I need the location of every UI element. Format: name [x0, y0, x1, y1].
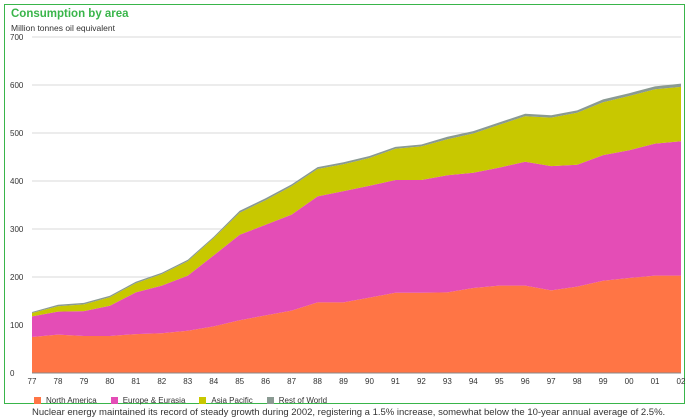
x-tick-label: 87 [287, 377, 296, 386]
legend-swatch [266, 396, 274, 404]
x-tick-label: 79 [79, 377, 88, 386]
chart-subtitle: Million tonnes oil equivalent [11, 23, 115, 33]
legend-swatch [199, 396, 207, 404]
x-tick-label: 82 [157, 377, 166, 386]
legend: North America Europe & Eurasia Asia Paci… [34, 394, 327, 406]
x-tick-label: 84 [209, 377, 218, 386]
x-tick-label: 98 [573, 377, 582, 386]
x-tick-label: 90 [365, 377, 374, 386]
y-tick-label: 700 [10, 33, 24, 42]
legend-item-asia-pacific: Asia Pacific [199, 395, 253, 405]
legend-label: Asia Pacific [211, 395, 253, 405]
x-tick-label: 96 [521, 377, 530, 386]
area-europe-eurasia [32, 141, 681, 337]
legend-swatch [34, 396, 41, 404]
x-tick-label: 92 [417, 377, 426, 386]
x-tick-label: 80 [105, 377, 114, 386]
legend-item-rest-of-world: Rest of World [266, 395, 328, 405]
x-tick-label: 95 [495, 377, 504, 386]
y-tick-label: 400 [10, 177, 24, 186]
x-tick-label: 01 [651, 377, 660, 386]
legend-label: North America [46, 395, 97, 405]
x-tick-label: 83 [183, 377, 192, 386]
x-tick-label: 91 [391, 377, 400, 386]
x-tick-label: 97 [547, 377, 556, 386]
y-tick-label: 300 [10, 225, 24, 234]
x-tick-label: 81 [131, 377, 140, 386]
x-tick-label: 86 [261, 377, 270, 386]
x-tick-label: 02 [677, 377, 686, 386]
legend-label: Europe & Eurasia [122, 395, 186, 405]
x-tick-label: 93 [443, 377, 452, 386]
caption: Nuclear energy maintained its record of … [32, 407, 666, 418]
y-tick-label: 200 [10, 273, 24, 282]
legend-item-north-america: North America [34, 396, 97, 405]
x-tick-label: 94 [469, 377, 478, 386]
legend-label: Rest of World [278, 395, 328, 405]
chart-frame [4, 4, 685, 404]
y-tick-label: 0 [10, 369, 15, 378]
x-tick-label: 00 [625, 377, 634, 386]
legend-item-europe-eurasia: Europe & Eurasia [110, 395, 186, 405]
y-tick-label: 100 [10, 321, 24, 330]
x-tick-label: 77 [28, 377, 37, 386]
legend-swatch [110, 396, 118, 404]
x-tick-label: 89 [339, 377, 348, 386]
area-asia-pacific [32, 86, 681, 317]
x-tick-label: 78 [54, 377, 63, 386]
x-tick-label: 88 [313, 377, 322, 386]
x-tick-label: 99 [599, 377, 608, 386]
chart-title: Consumption by area [11, 8, 129, 20]
area-north-america [32, 275, 681, 373]
y-tick-label: 600 [10, 81, 24, 90]
y-tick-label: 500 [10, 129, 24, 138]
x-tick-label: 85 [235, 377, 244, 386]
